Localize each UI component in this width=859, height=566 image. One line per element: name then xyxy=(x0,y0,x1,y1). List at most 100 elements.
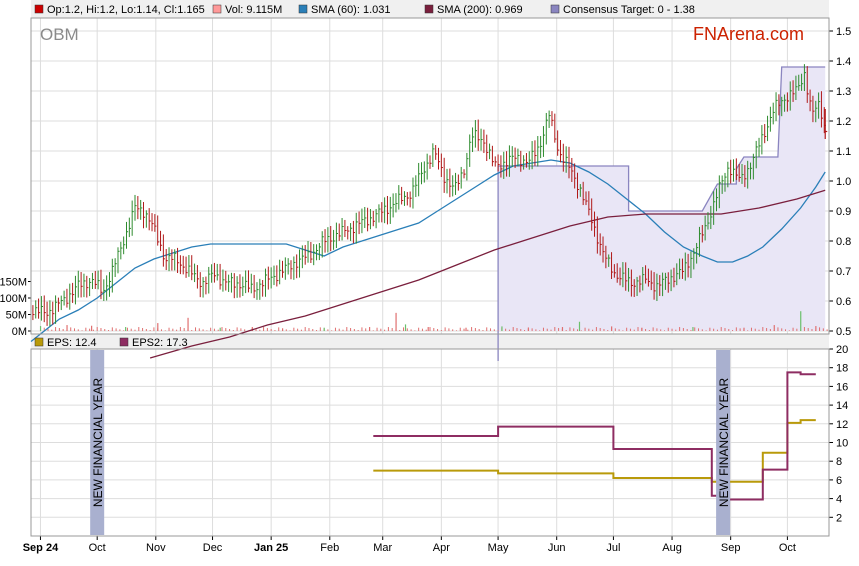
xtick-label: Mar xyxy=(373,542,392,554)
volume-bar xyxy=(578,321,581,331)
sma60-line xyxy=(30,159,826,343)
volume-bar xyxy=(85,327,87,331)
volume-bar xyxy=(633,329,635,331)
volume-bar xyxy=(357,330,359,331)
volume-bar xyxy=(142,328,144,331)
volume-bar xyxy=(671,328,673,331)
volume-bar xyxy=(819,327,821,331)
volume-bar xyxy=(679,327,681,331)
volume-bar xyxy=(372,330,374,331)
volume-bar xyxy=(266,328,268,331)
legend-label: SMA (60): 1.031 xyxy=(311,4,391,16)
volume-bar xyxy=(368,327,371,331)
volume-bar xyxy=(599,328,601,331)
volume-bar xyxy=(792,327,794,331)
volume-bar xyxy=(618,329,620,331)
legend-swatch xyxy=(119,337,129,347)
volume-bar xyxy=(539,330,541,331)
volume-bar xyxy=(788,330,790,331)
volume-bar xyxy=(580,330,582,331)
volume-bar xyxy=(535,329,537,331)
price-ytick-label: 1.5 xyxy=(836,26,851,38)
volume-bar xyxy=(70,327,72,331)
volume-bar xyxy=(705,330,707,331)
volume-bar xyxy=(403,327,405,331)
volume-bar xyxy=(735,327,737,331)
volume-bar xyxy=(77,329,79,331)
volume-bar xyxy=(172,328,174,331)
volume-bar xyxy=(452,329,454,331)
volume-ytick-label: 100M xyxy=(0,293,27,305)
volume-bar xyxy=(550,329,552,331)
legend-top: Op:1.2, Hi:1.2, Lo:1.14, Cl:1.165 Vol: 9.… xyxy=(34,4,695,16)
volume-bar xyxy=(130,328,132,331)
consensus-target-line xyxy=(497,66,826,361)
volume-bar xyxy=(338,328,340,331)
eps-grid xyxy=(31,348,829,536)
volume-bar xyxy=(115,328,117,331)
volume-bar xyxy=(104,329,106,331)
volume-bar xyxy=(565,330,567,331)
volume-ytick-label: 150M xyxy=(0,277,27,289)
volume-bar xyxy=(43,327,45,331)
volume-bar xyxy=(508,329,510,331)
volume-bar xyxy=(766,328,768,331)
xtick-label: Apr xyxy=(433,542,450,554)
volume-bar xyxy=(588,328,590,331)
volume-bar xyxy=(573,328,575,331)
volume-bar xyxy=(716,329,718,331)
volume-bar xyxy=(554,327,556,331)
volume-bar xyxy=(126,327,128,331)
legend-label: Vol: 9.115M xyxy=(225,4,282,16)
volume-bar xyxy=(614,328,616,331)
volume-bar xyxy=(51,329,53,331)
volume-bar xyxy=(187,317,189,331)
volume-bar xyxy=(58,328,60,331)
volume-bar xyxy=(811,329,813,331)
volume-bar xyxy=(754,328,756,331)
price-ytick-label: 0.5 xyxy=(836,326,851,338)
volume-bar xyxy=(663,330,665,331)
volume-bar xyxy=(682,328,684,331)
volume-bar xyxy=(822,328,824,331)
volume-bar xyxy=(482,330,484,331)
volume-bar xyxy=(758,329,760,331)
volume-bar xyxy=(796,328,798,331)
volume-bar xyxy=(769,329,771,331)
volume-bar xyxy=(274,330,276,331)
volume-bar xyxy=(478,329,480,331)
volume-bar xyxy=(455,330,457,331)
legend-label: SMA (200): 0.969 xyxy=(437,4,523,16)
volume-bar xyxy=(73,328,75,331)
financial-year-label: NEW FINANCIAL YEAR xyxy=(91,377,105,507)
volume-bar xyxy=(240,328,242,331)
volume-bar xyxy=(592,329,594,331)
volume-bar xyxy=(160,329,162,331)
volume-bar xyxy=(660,329,662,331)
brand-label: FNArena.com xyxy=(693,24,804,44)
volume-bar xyxy=(312,329,314,331)
xtick-label: Oct xyxy=(89,542,106,554)
volume-bar xyxy=(259,329,261,331)
volume-bar xyxy=(474,328,476,331)
volume-bar xyxy=(119,329,121,331)
volume-bar xyxy=(497,330,499,331)
volume-bar xyxy=(505,328,507,331)
eps-ytick-label: 12 xyxy=(836,419,848,431)
legend-swatch xyxy=(34,337,44,347)
financial-year-label: NEW FINANCIAL YEAR xyxy=(717,377,731,507)
volume-bar xyxy=(66,325,68,331)
price-ytick-label: 0.8 xyxy=(836,236,851,248)
volume-bar xyxy=(694,327,696,331)
volume-bar xyxy=(459,327,461,331)
volume-bar xyxy=(421,328,423,331)
volume-bar xyxy=(637,327,639,331)
volume-bar xyxy=(39,326,42,331)
xtick-label: Aug xyxy=(662,542,682,554)
volume-bar xyxy=(149,330,151,331)
volume-bar xyxy=(607,330,609,331)
xtick-label: Jun xyxy=(548,542,566,554)
volume-bar xyxy=(724,328,726,331)
volume-bar xyxy=(826,329,828,331)
price-bars xyxy=(32,64,828,327)
